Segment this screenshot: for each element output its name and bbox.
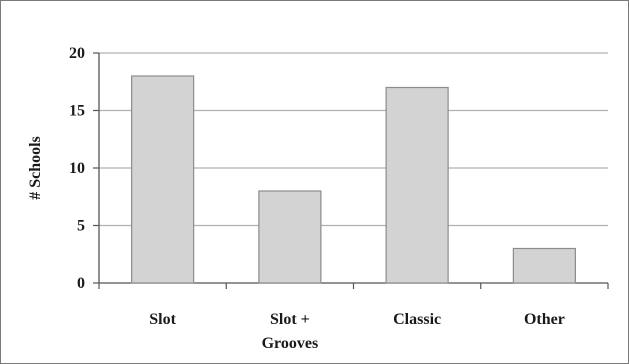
y-tick-label: 15 <box>69 103 85 120</box>
y-tick-labels: 0 5 10 15 20 <box>69 45 85 292</box>
y-tick-label: 0 <box>77 275 85 292</box>
y-tick-label: 10 <box>69 160 85 177</box>
x-category-label: Grooves <box>262 335 319 352</box>
x-category-label: Slot + <box>270 311 310 328</box>
bar-1 <box>258 190 322 284</box>
y-tick-label: 5 <box>77 218 85 235</box>
bar-2 <box>385 86 449 284</box>
x-category-label: Slot <box>149 311 176 328</box>
x-category-labels: Slot Slot + Grooves Classic Other <box>149 311 565 352</box>
y-tick-label: 20 <box>69 45 85 62</box>
y-axis-title: # Schools <box>27 136 44 200</box>
bar-3 <box>512 247 576 284</box>
x-category-label: Other <box>524 311 565 328</box>
bar-0 <box>131 75 195 284</box>
x-category-label: Classic <box>393 311 441 328</box>
bars <box>131 75 576 284</box>
